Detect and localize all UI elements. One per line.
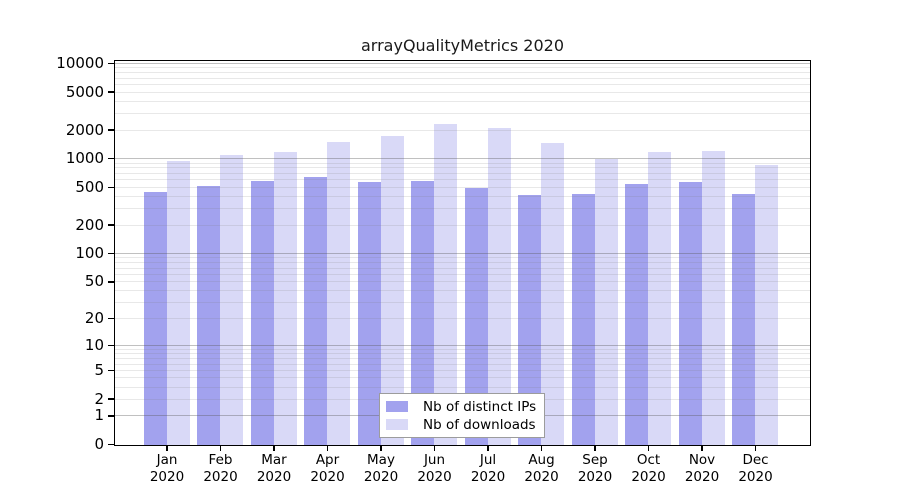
y-tick bbox=[108, 415, 114, 417]
legend-item-distinct-ips: Nb of distinct IPs bbox=[386, 400, 544, 414]
bar-downloads-jan bbox=[166, 161, 190, 445]
bar-distinct-ips-oct bbox=[625, 183, 648, 445]
x-tick-label: Apr 2020 bbox=[310, 452, 345, 485]
bar-distinct-ips-dec bbox=[732, 193, 755, 445]
y-tick-label: 10000 bbox=[56, 54, 104, 72]
x-tick-label: Nov 2020 bbox=[684, 452, 720, 485]
legend-item-downloads: Nb of downloads bbox=[386, 418, 544, 432]
y-tick-label: 0 bbox=[94, 435, 104, 453]
x-tick-label: Feb 2020 bbox=[203, 452, 238, 485]
x-tick bbox=[594, 446, 596, 451]
bar-distinct-ips-mar bbox=[250, 181, 274, 445]
y-tick-label: 1000 bbox=[65, 149, 104, 168]
bar-distinct-ips-nov bbox=[678, 181, 702, 445]
bar-downloads-oct bbox=[648, 152, 671, 445]
x-tick-label: Dec 2020 bbox=[738, 452, 773, 485]
y-tick-label: 5000 bbox=[65, 82, 104, 101]
x-tick-label: Oct 2020 bbox=[631, 452, 666, 485]
y-tick-label: 500 bbox=[75, 177, 104, 196]
x-tick bbox=[647, 446, 650, 451]
y-tick-label: 10 bbox=[84, 335, 104, 354]
x-tick bbox=[487, 446, 489, 451]
y-tick bbox=[108, 398, 114, 400]
x-tick bbox=[326, 446, 329, 451]
x-tick bbox=[380, 446, 382, 451]
y-tick bbox=[108, 281, 114, 283]
x-tick bbox=[273, 446, 275, 451]
bar-distinct-ips-jun bbox=[411, 181, 434, 445]
x-tick-label: Jun 2020 bbox=[417, 452, 452, 485]
legend: Nb of distinct IPs Nb of downloads bbox=[379, 393, 545, 438]
bar-downloads-may bbox=[380, 135, 404, 445]
y-tick bbox=[108, 224, 114, 226]
bar-distinct-ips-sep bbox=[571, 194, 595, 445]
y-tick-label: 200 bbox=[75, 215, 104, 234]
bar-distinct-ips-aug bbox=[518, 195, 541, 445]
x-tick-label: Jan 2020 bbox=[149, 452, 185, 485]
plot-area: Nb of distinct IPs Nb of downloads bbox=[114, 60, 811, 446]
bar-distinct-ips-jul bbox=[464, 187, 488, 445]
y-tick bbox=[108, 62, 114, 65]
y-tick-label: 5 bbox=[94, 360, 104, 379]
y-tick bbox=[108, 129, 114, 131]
bar-downloads-feb bbox=[220, 155, 243, 445]
x-tick bbox=[701, 446, 703, 451]
y-tick bbox=[108, 91, 114, 93]
y-tick-label: 2000 bbox=[65, 120, 104, 139]
y-tick-label: 20 bbox=[84, 309, 104, 328]
bar-downloads-aug bbox=[541, 143, 564, 445]
bar-distinct-ips-may bbox=[357, 181, 381, 445]
y-tick bbox=[108, 252, 114, 255]
bar-downloads-dec bbox=[755, 165, 778, 445]
x-tick bbox=[166, 446, 168, 451]
bar-downloads-jun bbox=[434, 124, 457, 445]
y-tick bbox=[108, 157, 114, 160]
bar-distinct-ips-apr bbox=[304, 177, 327, 445]
y-tick-label: 1 bbox=[94, 406, 104, 425]
y-tick bbox=[108, 443, 114, 446]
legend-label-downloads: Nb of downloads bbox=[423, 416, 536, 433]
x-tick-label: Jul 2020 bbox=[470, 452, 506, 485]
y-tick-label: 2 bbox=[94, 389, 104, 408]
bar-downloads-mar bbox=[273, 151, 297, 445]
y-tick bbox=[108, 369, 114, 372]
bar-downloads-jul bbox=[487, 127, 511, 445]
x-tick-label: Aug 2020 bbox=[524, 452, 559, 485]
y-tick bbox=[108, 317, 114, 320]
y-tick bbox=[108, 186, 114, 189]
legend-swatch-distinct-ips bbox=[386, 401, 408, 412]
x-tick bbox=[540, 446, 543, 451]
x-tick-label: Mar 2020 bbox=[256, 452, 292, 485]
y-tick bbox=[108, 344, 114, 347]
chart-title: arrayQualityMetrics 2020 bbox=[360, 36, 564, 55]
y-tick-label: 100 bbox=[75, 244, 104, 263]
bar-downloads-sep bbox=[594, 159, 618, 445]
x-tick-label: May 2020 bbox=[363, 452, 399, 485]
bar-distinct-ips-feb bbox=[197, 186, 220, 445]
bar-distinct-ips-jan bbox=[143, 192, 167, 445]
x-tick-label: Sep 2020 bbox=[577, 452, 613, 485]
legend-label-distinct-ips: Nb of distinct IPs bbox=[423, 398, 537, 415]
x-tick bbox=[433, 446, 436, 451]
bars-layer bbox=[115, 61, 810, 445]
bar-downloads-apr bbox=[327, 142, 350, 445]
x-tick bbox=[219, 446, 222, 451]
y-tick-label: 50 bbox=[84, 272, 104, 291]
bar-downloads-nov bbox=[701, 151, 725, 445]
x-tick bbox=[754, 446, 757, 451]
legend-swatch-downloads bbox=[386, 419, 408, 430]
